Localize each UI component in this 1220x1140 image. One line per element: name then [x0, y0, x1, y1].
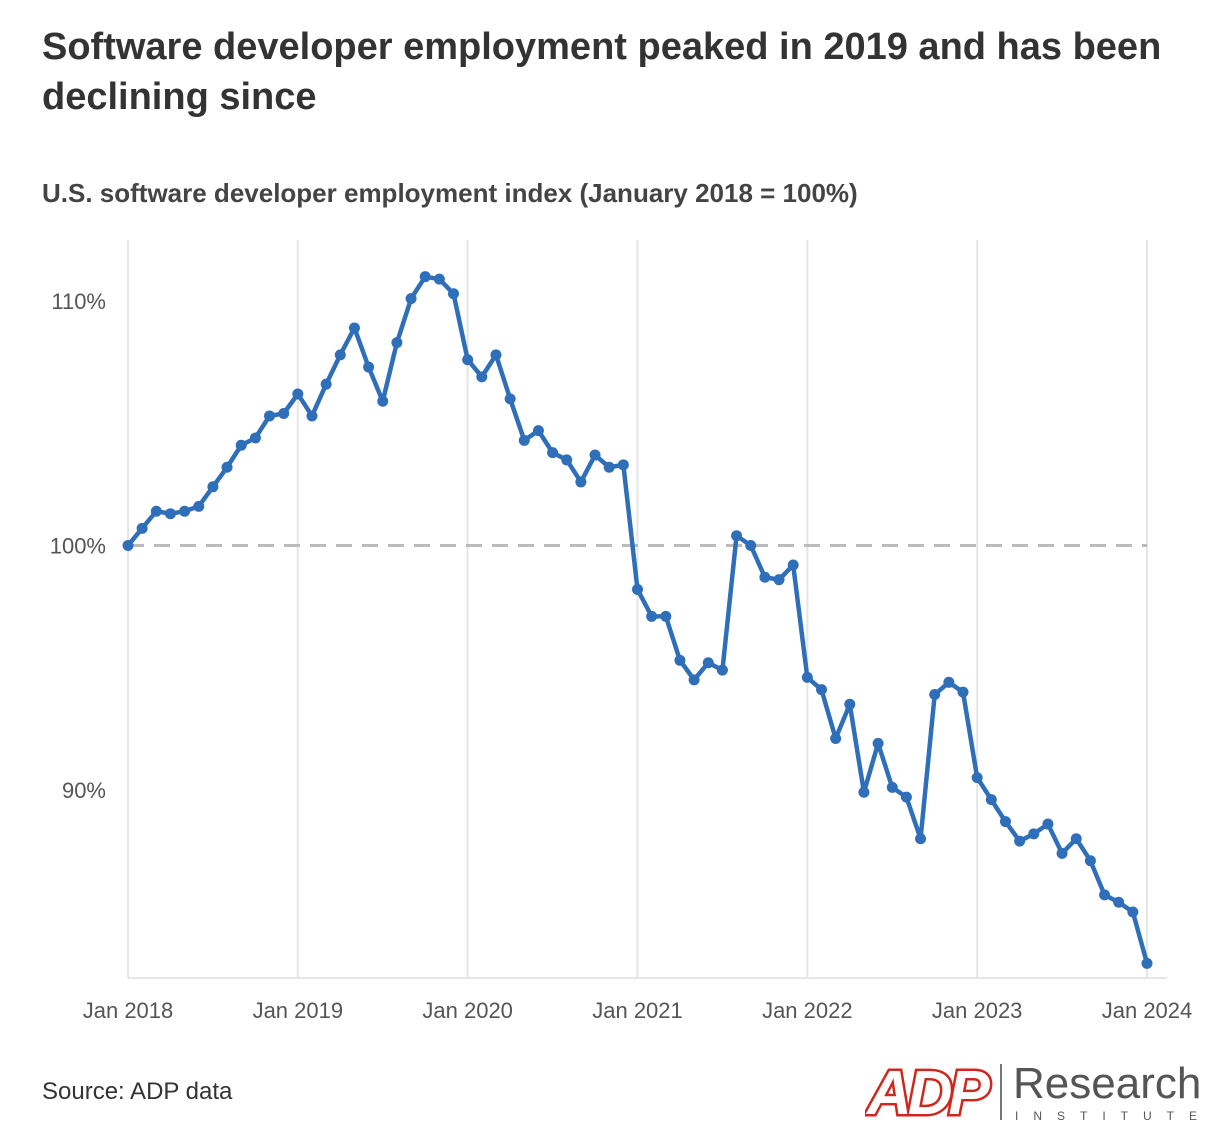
data-point	[164, 508, 176, 520]
data-point	[193, 500, 205, 512]
data-point	[490, 349, 502, 361]
data-point	[1042, 818, 1054, 830]
data-point	[830, 733, 842, 745]
data-point	[575, 476, 587, 488]
chart-title: Software developer employment peaked in …	[42, 26, 1162, 118]
chart-subtitle: U.S. software developer employment index…	[42, 178, 858, 208]
data-point	[900, 791, 912, 803]
data-point	[957, 686, 969, 698]
data-point	[632, 583, 643, 595]
data-point	[363, 361, 375, 373]
data-point	[433, 273, 445, 285]
data-point	[886, 781, 898, 793]
logo-institute-text: INSTITUTE	[1015, 1109, 1210, 1123]
data-point	[391, 337, 403, 349]
data-point	[915, 833, 927, 845]
data-point	[844, 698, 856, 710]
x-tick-label: Jan 2021	[592, 998, 683, 1023]
data-point	[405, 293, 417, 305]
data-point	[221, 461, 233, 473]
gridlines	[127, 240, 1148, 978]
data-point	[971, 772, 983, 784]
data-point	[547, 447, 559, 459]
data-point	[377, 395, 389, 407]
data-point	[1084, 855, 1096, 867]
data-point	[745, 539, 757, 551]
data-point	[1070, 833, 1082, 845]
data-point	[1141, 957, 1153, 969]
data-point	[716, 664, 728, 676]
adp-logo-text: ADP	[865, 1059, 991, 1128]
data-point	[150, 505, 162, 517]
data-point	[617, 459, 629, 471]
source-note: Source: ADP data	[42, 1078, 233, 1105]
data-point	[136, 522, 148, 534]
data-point	[929, 689, 941, 701]
data-point	[348, 322, 360, 334]
data-point	[589, 449, 601, 461]
x-tick-label: Jan 2024	[1102, 998, 1193, 1023]
data-point	[943, 676, 955, 688]
data-point	[985, 794, 997, 806]
data-point	[207, 481, 219, 493]
x-tick-label: Jan 2022	[762, 998, 853, 1023]
data-point	[122, 539, 134, 551]
data-point	[292, 388, 304, 400]
data-point	[660, 610, 672, 622]
data-point	[235, 439, 247, 451]
x-tick-label: Jan 2019	[253, 998, 344, 1023]
data-point	[306, 410, 318, 422]
y-tick-label: 100%	[50, 533, 106, 558]
data-point	[320, 378, 332, 390]
logo-research-text: Research	[1013, 1059, 1201, 1108]
data-point	[1099, 889, 1111, 901]
data-point	[462, 354, 474, 366]
data-point	[603, 461, 615, 473]
x-tick-label: Jan 2018	[83, 998, 174, 1023]
data-point	[561, 454, 573, 466]
data-point	[448, 288, 460, 300]
data-point	[532, 425, 544, 437]
data-point	[476, 371, 488, 383]
data-point	[787, 559, 799, 571]
data-point	[702, 657, 714, 669]
data-point	[278, 408, 290, 419]
data-point	[264, 410, 276, 422]
data-point	[1056, 847, 1068, 859]
data-point	[1127, 906, 1139, 918]
data-series	[122, 271, 1153, 969]
data-point	[179, 505, 191, 517]
data-point	[759, 571, 771, 583]
data-point	[674, 654, 686, 666]
adp-logo-mark: ADP	[865, 1058, 997, 1128]
y-tick-label: 110%	[51, 289, 106, 314]
data-point	[518, 434, 530, 446]
data-point	[1113, 896, 1125, 908]
adp-research-institute-logo: ADP Research INSTITUTE	[865, 1058, 1210, 1128]
data-point	[872, 737, 884, 749]
x-tick-label: Jan 2020	[422, 998, 513, 1023]
data-point	[773, 574, 785, 586]
data-point	[688, 674, 700, 686]
axes: Jan 2018 Jan 2019 Jan 2020 Jan 2021 Jan 2022…	[50, 289, 1193, 1023]
data-point	[1028, 828, 1040, 840]
data-point	[1014, 835, 1026, 847]
y-tick-label: 90%	[62, 778, 106, 803]
data-point	[731, 530, 743, 542]
data-point	[504, 393, 516, 405]
data-point	[858, 786, 870, 798]
data-point	[419, 271, 431, 283]
data-point	[334, 349, 346, 361]
data-point	[999, 816, 1011, 828]
x-tick-label: Jan 2023	[932, 998, 1023, 1023]
line-chart: Jan 2018 Jan 2019 Jan 2020 Jan 2021 Jan 2022…	[50, 240, 1193, 1023]
data-point	[646, 610, 658, 622]
data-point	[249, 432, 261, 444]
data-point	[801, 671, 813, 683]
data-point	[815, 684, 827, 696]
